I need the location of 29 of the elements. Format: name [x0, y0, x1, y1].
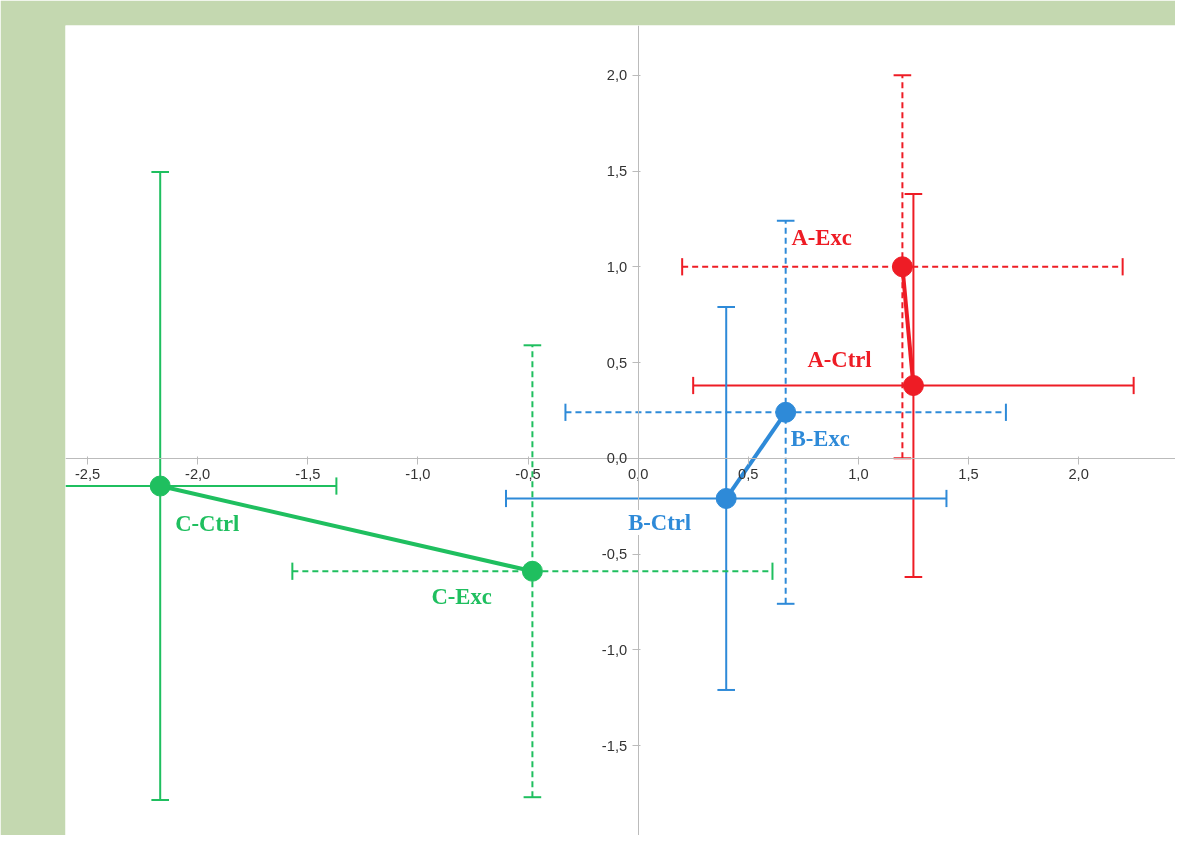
x-tick-label: -2,0	[185, 466, 211, 483]
point	[149, 475, 171, 497]
x-tick-label: -1,0	[405, 466, 431, 483]
x-tick-label: 1,5	[958, 466, 979, 483]
y-tick-label: -1,0	[601, 641, 628, 658]
y-tick-label: 1,0	[606, 258, 628, 275]
y-tick-label: 2,0	[606, 67, 628, 84]
x-tick-label: 2,0	[1068, 466, 1089, 483]
data-label: A-Exc	[791, 225, 852, 251]
x-tick-label: 1,0	[848, 466, 869, 483]
x-tick-label: -0,5	[515, 466, 541, 483]
y-tick-label: -0,5	[601, 546, 628, 563]
point	[521, 560, 543, 582]
point	[775, 401, 797, 423]
data-label: A-Ctrl	[807, 347, 872, 372]
y-tick-label: 0,0	[606, 450, 628, 467]
x-tick-label: -1,5	[295, 466, 321, 483]
data-label: C-Ctrl	[175, 510, 240, 536]
y-tick-label: -1,5	[601, 737, 628, 754]
data-label: C-Exc	[431, 583, 492, 609]
y-tick-label: 0,5	[606, 354, 628, 371]
point	[891, 256, 913, 278]
data-label: B-Exc	[790, 425, 850, 451]
x-tick-label: 0,0	[627, 466, 649, 483]
y-tick-label: 1,5	[606, 163, 628, 180]
point	[902, 375, 924, 396]
data-label: B-Ctrl	[628, 509, 692, 535]
x-tick-label: -2,5	[74, 466, 101, 483]
point	[715, 488, 737, 509]
